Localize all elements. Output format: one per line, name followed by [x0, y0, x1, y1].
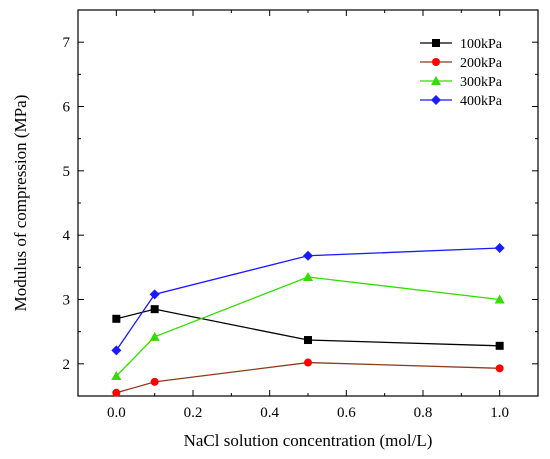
data-point: [149, 289, 160, 300]
x-tick-label: 0.4: [260, 405, 279, 421]
data-point: [150, 377, 159, 386]
series-300kPa: [111, 271, 505, 381]
data-point: [303, 271, 313, 281]
data-point: [112, 388, 121, 397]
y-axis-title: Modulus of compression (MPa): [11, 95, 30, 312]
x-tick-label: 0.6: [337, 405, 356, 421]
data-point: [495, 341, 504, 350]
x-axis-title: NaCl solution concentration (mol/L): [184, 431, 433, 450]
y-tick-label: 5: [63, 164, 71, 180]
legend-marker: [432, 58, 440, 66]
legend-label: 300kPa: [460, 75, 503, 90]
y-tick-label: 2: [63, 357, 71, 373]
series-line: [115, 276, 500, 377]
series-200kPa: [112, 358, 504, 397]
legend-entry: 100kPa: [420, 37, 503, 52]
data-point: [304, 336, 312, 345]
data-point: [150, 305, 159, 314]
series-400kPa: [111, 243, 505, 356]
data-point: [494, 243, 505, 254]
x-tick-label: 0.0: [107, 405, 126, 421]
y-tick-label: 3: [63, 293, 71, 309]
legend-marker: [432, 39, 440, 47]
data-point: [149, 331, 160, 341]
data-point: [304, 358, 312, 367]
x-tick-label: 1.0: [490, 405, 509, 421]
data-point: [112, 314, 121, 323]
series-line: [115, 247, 500, 351]
series-line: [116, 308, 500, 347]
legend-marker: [431, 95, 441, 105]
legend-label: 100kPa: [460, 37, 503, 52]
x-tick-label: 0.2: [184, 405, 203, 421]
legend-marker: [431, 76, 441, 85]
data-point: [303, 250, 313, 261]
legend-label: 200kPa: [460, 56, 503, 71]
series-line: [116, 361, 500, 394]
data-point: [111, 371, 122, 381]
y-tick-label: 7: [63, 35, 71, 51]
legend-entry: 300kPa: [420, 75, 503, 90]
legend-entry: 400kPa: [420, 94, 503, 109]
data-point: [111, 345, 122, 356]
legend-label: 400kPa: [460, 94, 503, 109]
x-tick-label: 0.8: [414, 405, 433, 421]
legend-entry: 200kPa: [420, 56, 503, 71]
series-100kPa: [112, 305, 504, 350]
data-point: [495, 364, 504, 373]
data-point: [494, 294, 505, 304]
y-tick-label: 4: [63, 228, 71, 244]
y-tick-label: 6: [63, 100, 71, 116]
